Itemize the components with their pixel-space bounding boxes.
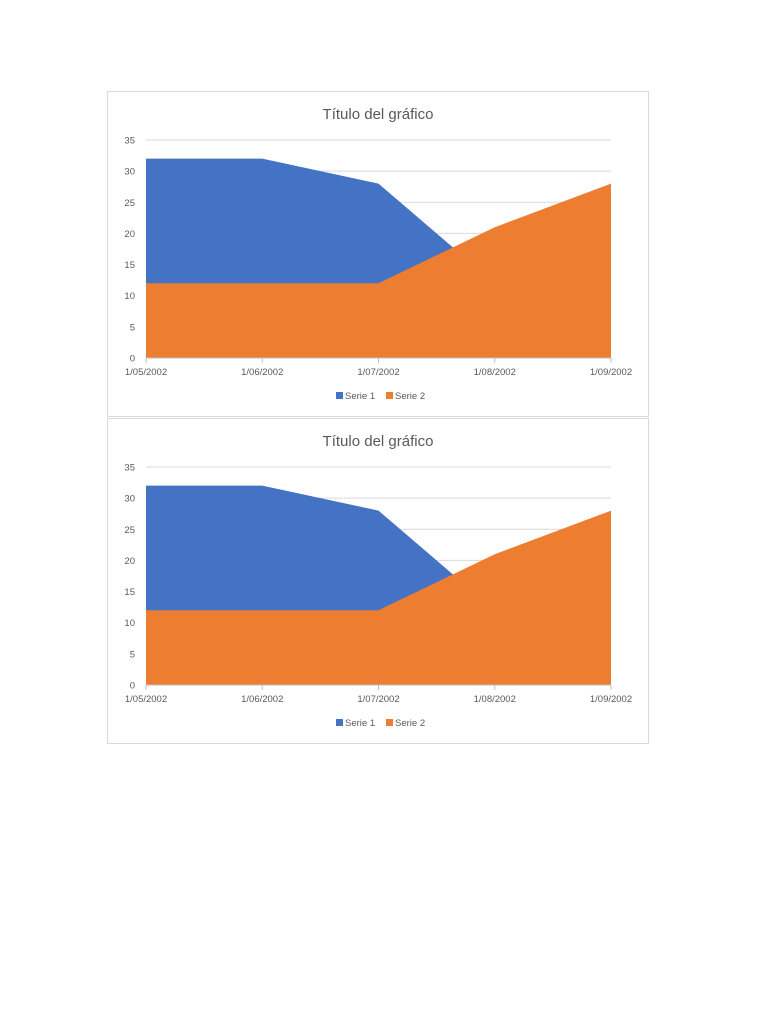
- x-tick-label: 1/09/2002: [590, 367, 632, 378]
- legend-label-series-1: Serie 1: [345, 391, 375, 402]
- x-tick-label: 1/06/2002: [241, 694, 283, 705]
- y-tick-label: 30: [124, 167, 135, 178]
- chart-svg: Título del gráfico 0 5 10 15 20 25 30 35 1/05/200…: [124, 106, 632, 402]
- x-tick-label: 1/05/2002: [125, 367, 167, 378]
- y-tick-label: 15: [124, 587, 135, 598]
- y-tick-label: 10: [124, 291, 135, 302]
- legend-label-series-1: Serie 1: [345, 718, 375, 729]
- chart-title: Título del gráfico: [323, 433, 434, 450]
- legend-label-series-2: Serie 2: [395, 391, 425, 402]
- legend-swatch-series-2: [386, 719, 393, 726]
- x-tick-label: 1/08/2002: [474, 367, 516, 378]
- area-series-2: [146, 510, 611, 685]
- y-tick-label: 0: [130, 354, 135, 365]
- legend-swatch-series-2: [386, 392, 393, 399]
- y-tick-label: 0: [130, 681, 135, 692]
- y-tick-label: 15: [124, 260, 135, 271]
- y-tick-label: 5: [130, 322, 135, 333]
- x-tick-label: 1/07/2002: [357, 367, 399, 378]
- chart-svg: Título del gráfico 0 5 10 15 20 25 30 35 1/05/200…: [124, 433, 632, 729]
- y-tick-label: 35: [124, 463, 135, 474]
- x-tick-label: 1/08/2002: [474, 694, 516, 705]
- x-tick-label: 1/09/2002: [590, 694, 632, 705]
- legend-swatch-series-1: [336, 719, 343, 726]
- x-tick-label: 1/06/2002: [241, 367, 283, 378]
- y-tick-label: 20: [124, 229, 135, 240]
- y-tick-label: 25: [124, 525, 135, 536]
- x-tick-label: 1/05/2002: [125, 694, 167, 705]
- legend-label-series-2: Serie 2: [395, 718, 425, 729]
- chart-2: Título del gráfico 0 5 10 15 20 25 30 35 1/05/200…: [107, 418, 649, 744]
- legend-swatch-series-1: [336, 392, 343, 399]
- y-tick-label: 10: [124, 618, 135, 629]
- y-tick-label: 20: [124, 556, 135, 567]
- area-series-2: [146, 183, 611, 358]
- chart-1: Título del gráfico 0 5 10 15 20 25 30 35 1/05/200…: [107, 91, 649, 417]
- y-tick-label: 30: [124, 494, 135, 505]
- y-tick-label: 25: [124, 198, 135, 209]
- chart-title: Título del gráfico: [323, 106, 434, 123]
- y-tick-label: 35: [124, 136, 135, 147]
- x-tick-label: 1/07/2002: [357, 694, 399, 705]
- y-tick-label: 5: [130, 649, 135, 660]
